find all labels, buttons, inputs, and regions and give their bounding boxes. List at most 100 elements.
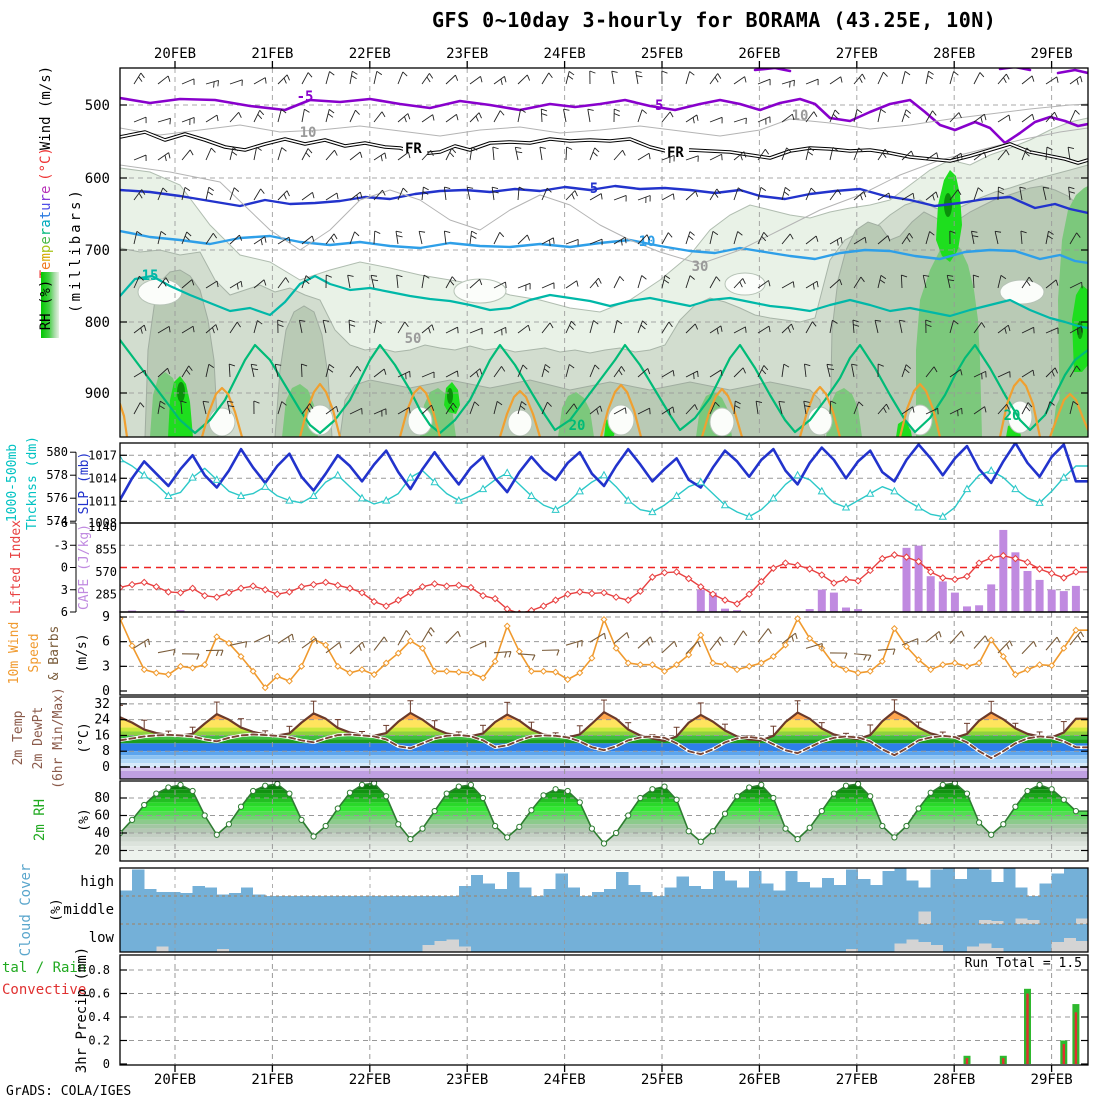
wind-barb <box>877 235 889 245</box>
panel-border <box>119 696 1089 780</box>
wind-barb <box>973 406 985 415</box>
wind-barb <box>613 366 622 378</box>
wind-barb <box>1021 402 1029 415</box>
wind-barb <box>1045 111 1055 123</box>
wind-barb <box>349 641 363 655</box>
marker-diamond <box>612 644 620 652</box>
marker-circle <box>153 790 160 797</box>
wind-barb <box>997 275 1002 289</box>
wind-barb <box>157 231 162 245</box>
marker-circle <box>371 781 378 787</box>
cloud-low-gap <box>216 949 229 952</box>
marker-triangle <box>382 495 391 504</box>
total-rain-label: tal / Rain <box>2 960 86 976</box>
rh-tick-label: 60 <box>94 809 110 824</box>
cape-bar <box>817 589 826 612</box>
marker-circle <box>540 792 547 799</box>
wind-barb <box>874 320 879 334</box>
marker-diamond <box>1060 574 1068 582</box>
wind-barb <box>589 147 596 161</box>
wind-barb <box>253 236 266 245</box>
cape-bar <box>987 584 996 612</box>
marker-triangle <box>793 470 802 479</box>
marker-diamond <box>745 590 753 598</box>
pressure-tick-label: 500 <box>85 98 110 114</box>
cloud-high-bar <box>156 891 169 896</box>
marker-diamond <box>830 661 838 669</box>
marker-circle <box>734 793 741 800</box>
wind-barb <box>853 276 862 289</box>
marker-circle <box>685 828 692 835</box>
wind-barb <box>277 633 293 644</box>
wind-barb <box>829 109 836 123</box>
wind-barb <box>229 112 240 123</box>
marker-circle <box>600 840 608 847</box>
marker-diamond <box>636 661 644 669</box>
cloud-high-bar <box>132 869 145 896</box>
freezing-level-label: FR <box>667 145 684 161</box>
cloud-low-gap <box>894 943 907 952</box>
wind-barb <box>301 72 309 85</box>
wind-barb <box>373 320 378 334</box>
wind-barb <box>301 192 313 201</box>
marker-triangle <box>841 502 851 511</box>
rh-dark-patch <box>447 388 453 404</box>
marker-circle <box>1012 803 1019 810</box>
convective-label: Convective <box>2 982 86 998</box>
wind-barb <box>229 280 242 289</box>
cape-bar <box>1071 585 1080 612</box>
wind-barb <box>181 231 188 245</box>
wind-barb <box>205 280 218 289</box>
marker-diamond <box>164 671 172 679</box>
wind-barb <box>877 648 895 651</box>
marker-diamond <box>176 589 185 597</box>
contour-temp-25 <box>298 382 342 437</box>
wind-barb <box>1045 76 1058 85</box>
cloud-middle-gap <box>1015 918 1028 924</box>
wind-barb <box>925 71 929 85</box>
precip-tick-label: 0.2 <box>88 1034 110 1048</box>
wind-barb <box>853 653 871 656</box>
marker-diamond <box>406 637 414 645</box>
marker-triangle <box>575 486 584 495</box>
cloud-high-bar <box>483 883 496 896</box>
wind-barb <box>973 187 979 201</box>
wind-barb <box>613 276 621 289</box>
cape-bar <box>938 581 947 612</box>
wind-speed-line <box>120 617 1088 689</box>
wind-barb <box>1045 401 1051 415</box>
contour-temp-25 <box>120 402 129 437</box>
wind-barb <box>757 280 769 289</box>
rh-label-swatch <box>41 272 59 338</box>
dry-pocket <box>999 279 1045 305</box>
wind-barb <box>925 110 933 123</box>
wind-barb <box>563 109 567 123</box>
wind-barb <box>685 641 699 655</box>
wind-barb <box>949 189 959 201</box>
wind-barb <box>709 231 714 245</box>
dewpt2m-axis-label: 2m DewPt <box>31 707 46 770</box>
marker-triangle <box>120 454 125 463</box>
wind-barb <box>157 277 167 289</box>
marker-diamond <box>321 578 330 587</box>
marker-diamond <box>249 667 257 675</box>
slp-tick-label: 1011 <box>88 494 117 508</box>
wind-barb <box>469 401 475 415</box>
marker-diamond <box>987 636 995 644</box>
wind-barb <box>589 238 603 245</box>
wind-barb <box>445 74 456 85</box>
marker-circle <box>758 781 765 788</box>
wind-barb <box>1045 636 1058 651</box>
cloud-high-bar <box>858 879 871 896</box>
contour-freezing-level <box>120 130 1088 165</box>
wind-barb <box>997 114 1010 123</box>
contour-gray-10 <box>120 103 1088 137</box>
temp-tick-label: 16 <box>94 728 110 743</box>
temp-band <box>120 731 1088 736</box>
marker-diamond <box>975 559 983 567</box>
marker-diamond <box>164 588 173 596</box>
marker-circle <box>564 787 571 795</box>
wind-barb <box>709 636 721 651</box>
cape-bar <box>805 609 814 612</box>
